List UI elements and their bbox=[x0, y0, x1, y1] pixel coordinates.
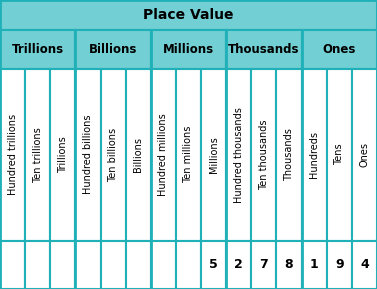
Bar bbox=[0, 30, 75, 69]
Bar bbox=[126, 69, 151, 240]
Bar bbox=[25, 240, 50, 289]
Bar bbox=[25, 69, 50, 240]
Bar bbox=[176, 240, 201, 289]
Text: Ten thousands: Ten thousands bbox=[259, 119, 269, 190]
Bar bbox=[101, 240, 126, 289]
Bar bbox=[276, 69, 302, 240]
Bar bbox=[201, 69, 226, 240]
Text: Ten millions: Ten millions bbox=[184, 126, 193, 183]
Text: Millions: Millions bbox=[163, 43, 214, 56]
Text: 1: 1 bbox=[310, 258, 319, 271]
Bar bbox=[151, 240, 176, 289]
Bar bbox=[251, 240, 276, 289]
Bar bbox=[251, 69, 276, 240]
Bar bbox=[226, 240, 251, 289]
Text: Place Value: Place Value bbox=[143, 8, 234, 22]
Bar bbox=[75, 30, 151, 69]
Text: Thousands: Thousands bbox=[228, 43, 300, 56]
Bar bbox=[50, 240, 75, 289]
Bar bbox=[75, 240, 101, 289]
Text: Ones: Ones bbox=[359, 142, 369, 167]
Bar bbox=[0, 0, 377, 30]
Bar bbox=[75, 69, 101, 240]
Bar bbox=[126, 240, 151, 289]
Text: Millions: Millions bbox=[208, 136, 219, 173]
Text: 8: 8 bbox=[285, 258, 293, 271]
Bar bbox=[0, 69, 25, 240]
Bar bbox=[0, 240, 25, 289]
Text: Ten trillions: Ten trillions bbox=[33, 127, 43, 183]
Text: Trillions: Trillions bbox=[58, 136, 68, 173]
Text: 2: 2 bbox=[234, 258, 243, 271]
Text: Tens: Tens bbox=[334, 144, 344, 166]
Bar bbox=[201, 240, 226, 289]
Bar bbox=[101, 69, 126, 240]
Text: 9: 9 bbox=[335, 258, 343, 271]
Text: 4: 4 bbox=[360, 258, 369, 271]
Text: 5: 5 bbox=[209, 258, 218, 271]
Bar bbox=[352, 240, 377, 289]
Text: Hundred trillions: Hundred trillions bbox=[8, 114, 18, 195]
Text: Billions: Billions bbox=[133, 137, 143, 172]
Bar bbox=[226, 30, 302, 69]
Bar bbox=[176, 69, 201, 240]
Bar bbox=[302, 30, 377, 69]
Text: Hundred millions: Hundred millions bbox=[158, 113, 169, 196]
Bar bbox=[151, 69, 176, 240]
Text: Ones: Ones bbox=[323, 43, 356, 56]
Bar bbox=[327, 240, 352, 289]
Bar bbox=[327, 69, 352, 240]
Bar bbox=[352, 69, 377, 240]
Text: 7: 7 bbox=[259, 258, 268, 271]
Text: Ten billions: Ten billions bbox=[108, 127, 118, 182]
Text: Billions: Billions bbox=[89, 43, 137, 56]
Text: Thousands: Thousands bbox=[284, 128, 294, 181]
Bar bbox=[276, 240, 302, 289]
Text: Hundred thousands: Hundred thousands bbox=[234, 107, 244, 203]
Bar bbox=[302, 69, 327, 240]
Bar bbox=[302, 240, 327, 289]
Bar bbox=[226, 69, 251, 240]
Bar bbox=[50, 69, 75, 240]
Text: Trillions: Trillions bbox=[12, 43, 64, 56]
Text: Hundred billions: Hundred billions bbox=[83, 115, 93, 194]
Text: Hundreds: Hundreds bbox=[309, 131, 319, 178]
Bar bbox=[151, 30, 226, 69]
